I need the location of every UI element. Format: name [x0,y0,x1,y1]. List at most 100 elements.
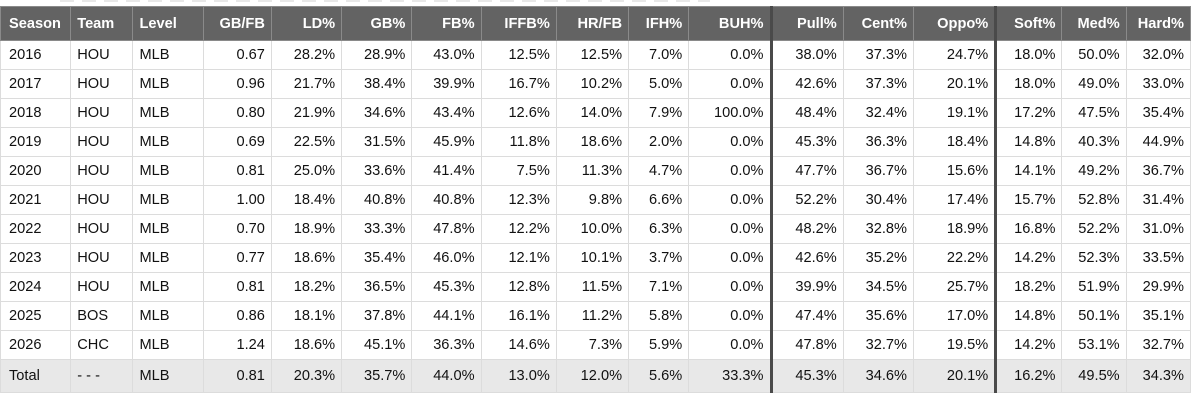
cell-soft: 18.0% [994,40,1063,70]
table-row: 2022 HOU MLB 0.70 18.9% 33.3% 47.8% 12.2% 10.0% 6… [0,214,1192,244]
table-row: 2026 CHC MLB 1.24 18.6% 45.1% 36.3% 14.6% 7.3% 5.… [0,330,1192,360]
cell-buh: 0.0% [688,185,772,215]
cell-gb_fb: 0.81 [202,272,272,302]
cell-team: HOU [70,185,134,215]
cell-oppo: 22.2% [912,243,997,273]
cell-ifh: 5.8% [628,301,690,331]
cell-oppo: 18.9% [912,214,997,244]
cell-buh: 0.0% [688,69,772,99]
clipped-caption-strip [0,0,1200,6]
cell-med: 52.3% [1061,243,1127,273]
cell-hr_fb: 11.2% [555,301,630,331]
cell-gb_fb: 0.96 [202,69,272,99]
cell-fb: 43.4% [411,98,482,128]
cell-soft: 14.8% [994,301,1063,331]
cell-team: HOU [70,214,134,244]
cell-buh: 33.3% [688,359,772,393]
cell-med: 47.5% [1061,98,1127,128]
cell-soft: 16.2% [994,359,1063,393]
cell-level: MLB [132,243,204,273]
table-row: 2017 HOU MLB 0.96 21.7% 38.4% 39.9% 16.7% 10.2% 5… [0,69,1192,99]
cell-oppo: 24.7% [912,40,997,70]
column-header-team[interactable]: Team [70,6,134,41]
cell-iffb: 16.1% [480,301,557,331]
cell-ld: 18.6% [270,243,343,273]
cell-level: MLB [132,272,204,302]
cell-fb: 47.8% [411,214,482,244]
cell-gb: 37.8% [341,301,413,331]
cell-gb_fb: 0.77 [202,243,272,273]
cell-oppo: 18.4% [912,127,997,157]
cell-level: MLB [132,185,204,215]
cell-ld: 18.2% [270,272,343,302]
cell-fb: 44.1% [411,301,482,331]
cell-hard: 34.3% [1125,359,1192,393]
column-header-hr-fb[interactable]: HR/FB [555,6,630,41]
cell-gb: 45.1% [341,330,413,360]
column-header-med[interactable]: Med% [1061,6,1127,41]
column-header-level[interactable]: Level [132,6,204,41]
cell-cent: 37.3% [842,40,914,70]
cell-iffb: 12.8% [480,272,557,302]
column-header-soft[interactable]: Soft% [994,6,1063,41]
cell-ifh: 3.7% [628,243,690,273]
cell-hard: 32.7% [1125,330,1192,360]
cell-gb: 38.4% [341,69,413,99]
cell-hr_fb: 10.2% [555,69,630,99]
cell-ld: 21.7% [270,69,343,99]
column-header-season[interactable]: Season [0,6,72,41]
cell-fb: 40.8% [411,185,482,215]
column-header-hard[interactable]: Hard% [1125,6,1192,41]
cell-gb_fb: 0.67 [202,40,272,70]
column-header-pull[interactable]: Pull% [769,6,844,41]
cell-gb_fb: 0.70 [202,214,272,244]
total-row: Total - - - MLB 0.81 20.3% 35.7% 44.0% 13.0% 12.… [0,359,1192,393]
cell-buh: 0.0% [688,330,772,360]
cell-med: 49.2% [1061,156,1127,186]
cell-level: MLB [132,330,204,360]
cell-soft: 14.8% [994,127,1063,157]
column-header-ld[interactable]: LD% [270,6,343,41]
cell-hard: 31.4% [1125,185,1192,215]
column-header-ifh[interactable]: IFH% [628,6,690,41]
column-header-buh[interactable]: BUH% [688,6,772,41]
cell-iffb: 7.5% [480,156,557,186]
table-row: 2016 HOU MLB 0.67 28.2% 28.9% 43.0% 12.5% 12.5% 7… [0,40,1192,70]
cell-season: Total [0,359,72,393]
cell-ifh: 5.9% [628,330,690,360]
cell-iffb: 12.6% [480,98,557,128]
cell-ld: 25.0% [270,156,343,186]
cell-med: 40.3% [1061,127,1127,157]
cell-season: 2025 [0,301,72,331]
cell-season: 2018 [0,98,72,128]
cell-pull: 47.7% [769,156,844,186]
cell-buh: 100.0% [688,98,772,128]
cell-team: BOS [70,301,134,331]
cell-gb: 36.5% [341,272,413,302]
column-header-oppo[interactable]: Oppo% [912,6,997,41]
cell-soft: 14.2% [994,330,1063,360]
cell-ifh: 5.6% [628,359,690,393]
table-row: 2020 HOU MLB 0.81 25.0% 33.6% 41.4% 7.5% 11.3% 4.… [0,156,1192,186]
column-header-iffb[interactable]: IFFB% [480,6,557,41]
cell-pull: 45.3% [769,127,844,157]
cell-med: 51.9% [1061,272,1127,302]
clipped-caption-text [60,0,710,2]
cell-ld: 18.4% [270,185,343,215]
column-header-fb[interactable]: FB% [411,6,482,41]
column-header-cent[interactable]: Cent% [842,6,914,41]
cell-ifh: 5.0% [628,69,690,99]
cell-level: MLB [132,69,204,99]
cell-fb: 36.3% [411,330,482,360]
cell-gb_fb: 0.69 [202,127,272,157]
cell-gb: 33.6% [341,156,413,186]
column-header-gb-fb[interactable]: GB/FB [202,6,272,41]
cell-pull: 45.3% [769,359,844,393]
cell-hr_fb: 18.6% [555,127,630,157]
batted-ball-stats-table: Season Team Level GB/FB LD% GB% FB% IFFB… [0,6,1192,393]
column-header-gb[interactable]: GB% [341,6,413,41]
cell-cent: 32.7% [842,330,914,360]
cell-iffb: 12.1% [480,243,557,273]
cell-season: 2019 [0,127,72,157]
cell-ifh: 4.7% [628,156,690,186]
